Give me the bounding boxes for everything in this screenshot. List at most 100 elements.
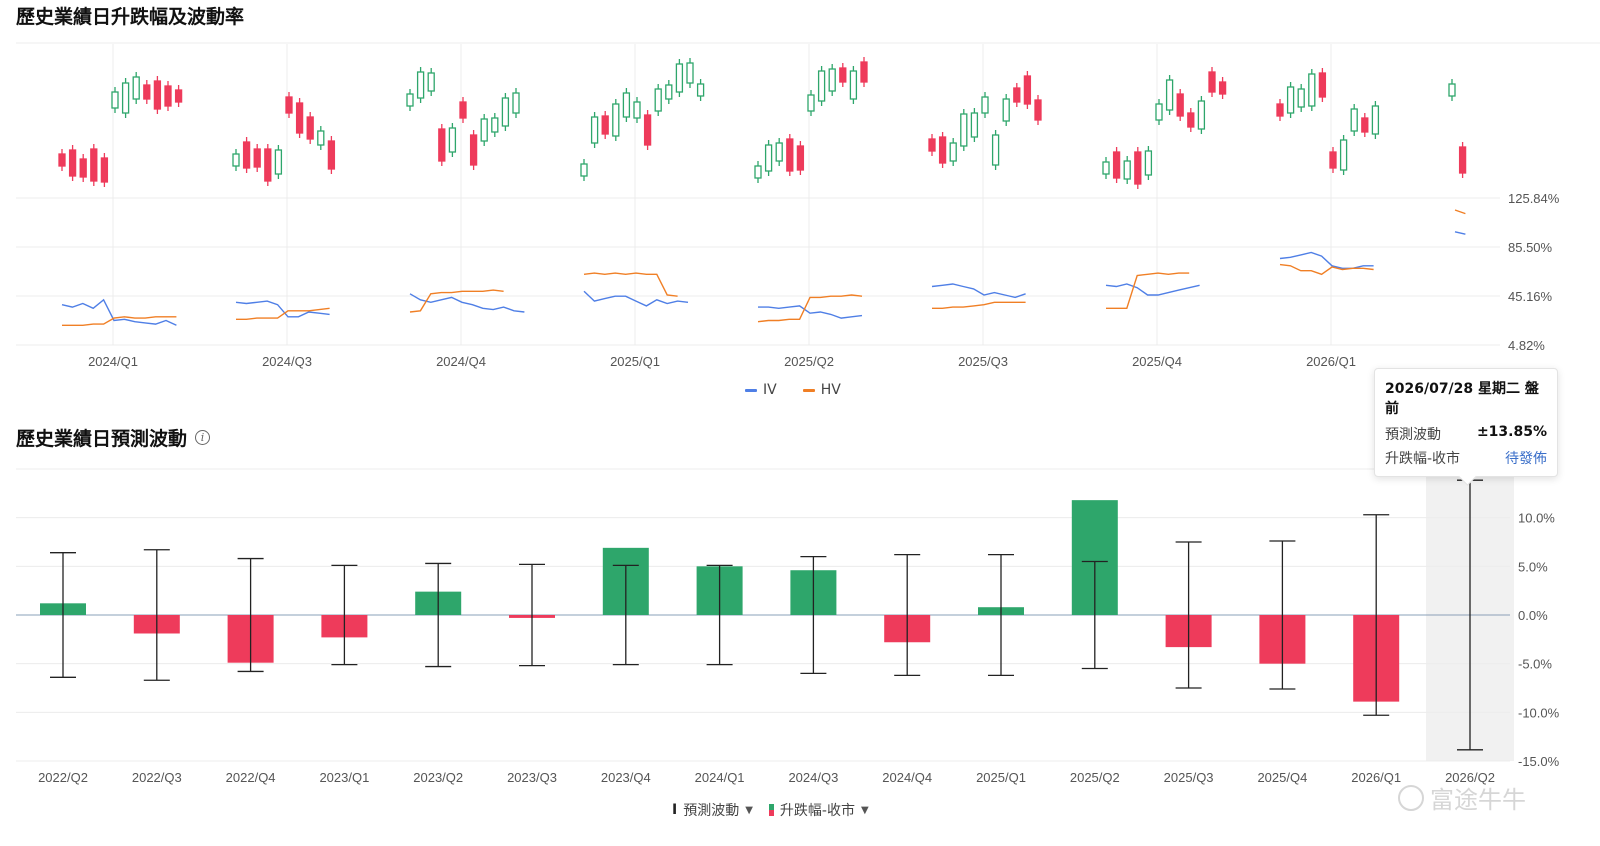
iv-line-segment — [409, 293, 525, 313]
candle-body — [860, 61, 868, 83]
bar-icon — [768, 804, 774, 816]
candle-body — [849, 70, 858, 100]
legend-close-change-label: 升跌幅-收市 — [779, 803, 855, 819]
candle-body — [643, 114, 652, 146]
candle-body — [960, 113, 968, 147]
x-tick-label: 2022/Q3 — [132, 770, 182, 785]
candle-body — [459, 101, 467, 119]
x-tick-label: 2022/Q2 — [38, 770, 88, 785]
tooltip-row-close-change: 升跌幅-收市 待發佈 — [1385, 448, 1547, 468]
legend-hv[interactable]: HV — [802, 382, 841, 398]
candle-body — [317, 130, 325, 146]
candle-body — [111, 91, 119, 109]
candle-body — [1112, 151, 1121, 179]
info-icon[interactable]: i — [195, 430, 211, 445]
candle-body — [480, 118, 488, 142]
tooltip-date: 2026/07/28 星期二 盤前 — [1385, 381, 1539, 417]
candle-body — [1297, 88, 1305, 108]
candle-body — [285, 96, 293, 114]
candle-body — [1308, 73, 1316, 107]
hv-line-segment — [932, 301, 1026, 309]
x-tick-label: 2024/Q4 — [436, 354, 486, 369]
y-tick-label: 5.0% — [1518, 559, 1548, 574]
candle-body — [416, 71, 425, 99]
volatility-legend: IV HV — [745, 382, 841, 398]
candle-body — [1371, 105, 1380, 135]
tooltip-close-change-label: 升跌幅-收市 — [1385, 451, 1461, 467]
predicted-move-legend: I 預測波動 ▼ 升跌幅-收市 ▼ — [672, 800, 869, 820]
iv-line-segment — [931, 283, 1026, 299]
candle-body — [786, 138, 794, 172]
legend-predicted-move-label: 預測波動 — [683, 803, 740, 819]
candle-body — [807, 94, 815, 112]
futu-logo-icon — [1398, 784, 1424, 811]
candle-body — [306, 116, 314, 140]
iv-line-segment — [758, 305, 863, 319]
iv-line-segment — [1454, 231, 1466, 235]
legend-close-change[interactable]: 升跌幅-收市 ▼ — [768, 800, 869, 820]
candle-body — [1034, 99, 1042, 121]
x-tick-label: 2025/Q2 — [784, 354, 834, 369]
candle-body — [754, 165, 762, 179]
candle-body — [143, 84, 151, 100]
candle-body — [100, 157, 109, 183]
candle-body — [427, 72, 435, 92]
iv-line-segment — [1279, 251, 1374, 269]
volatility-chart-title: 歷史業績日升跌幅及波動率 — [16, 6, 245, 28]
candle-body — [1176, 93, 1184, 117]
predicted-move-title-text: 歷史業績日預測波動 — [16, 428, 188, 450]
x-tick-label: 2024/Q1 — [695, 770, 745, 785]
tooltip-predicted-value: ±13.85% — [1476, 424, 1547, 440]
candle-body — [675, 63, 684, 93]
candle-body — [970, 112, 979, 138]
candle-body — [501, 97, 510, 127]
candle-body — [512, 92, 520, 114]
candle-body — [991, 134, 1000, 166]
candle-body — [406, 93, 414, 107]
legend-predicted-move[interactable]: I 預測波動 ▼ — [672, 800, 753, 820]
hv-line-segment — [236, 307, 330, 320]
iv-line-segment — [61, 298, 177, 326]
hv-line-segment — [1454, 209, 1466, 215]
tooltip-row-predicted: 預測波動 ±13.85% — [1385, 424, 1547, 444]
candle-body — [1197, 100, 1206, 130]
candle-body — [590, 116, 599, 144]
candle-body — [174, 89, 183, 103]
candle-body — [232, 153, 240, 167]
candle-body — [58, 153, 66, 167]
x-tick-label: 2024/Q1 — [88, 354, 138, 369]
y-tick-label: 0.0% — [1518, 608, 1548, 623]
x-tick-label: 2025/Q4 — [1257, 770, 1307, 785]
x-tick-label: 2024/Q3 — [788, 770, 838, 785]
candle-body — [469, 134, 478, 166]
candle-body — [1318, 72, 1327, 98]
candle-body — [1350, 108, 1358, 132]
hv-line-segment — [1106, 272, 1190, 309]
x-tick-label: 2022/Q4 — [226, 770, 276, 785]
x-tick-label: 2026/Q2 — [1445, 770, 1495, 785]
x-tick-label: 2026/Q1 — [1306, 354, 1356, 369]
hv-swatch-icon — [802, 388, 815, 392]
iv-line-segment — [235, 300, 330, 318]
tooltip-close-change-value: 待發佈 — [1505, 451, 1547, 467]
error-bar-icon: I — [672, 802, 678, 818]
y-tick-label: 4.82% — [1508, 338, 1545, 353]
candle-body — [295, 102, 304, 134]
candle-body — [1276, 103, 1284, 117]
candle-body — [1155, 103, 1163, 121]
legend-iv[interactable]: IV — [745, 382, 777, 398]
x-tick-label: 2025/Q1 — [610, 354, 660, 369]
watermark: 富途牛牛 — [1398, 780, 1526, 815]
candle-body — [448, 127, 457, 153]
candle-body — [1339, 139, 1348, 171]
iv-line-segment — [583, 290, 689, 307]
x-tick-label: 2025/Q4 — [1132, 354, 1182, 369]
earnings-volatility-chart: 125.84% 85.50% 45.16% 4.82% 2024/Q1 2024/Q3 20… — [16, 42, 1600, 369]
candle-body — [491, 117, 499, 133]
candle-body — [580, 163, 588, 177]
candle-body — [817, 70, 826, 102]
candle-body — [1123, 160, 1131, 180]
candle-body — [775, 142, 783, 162]
candle-body — [253, 148, 261, 168]
